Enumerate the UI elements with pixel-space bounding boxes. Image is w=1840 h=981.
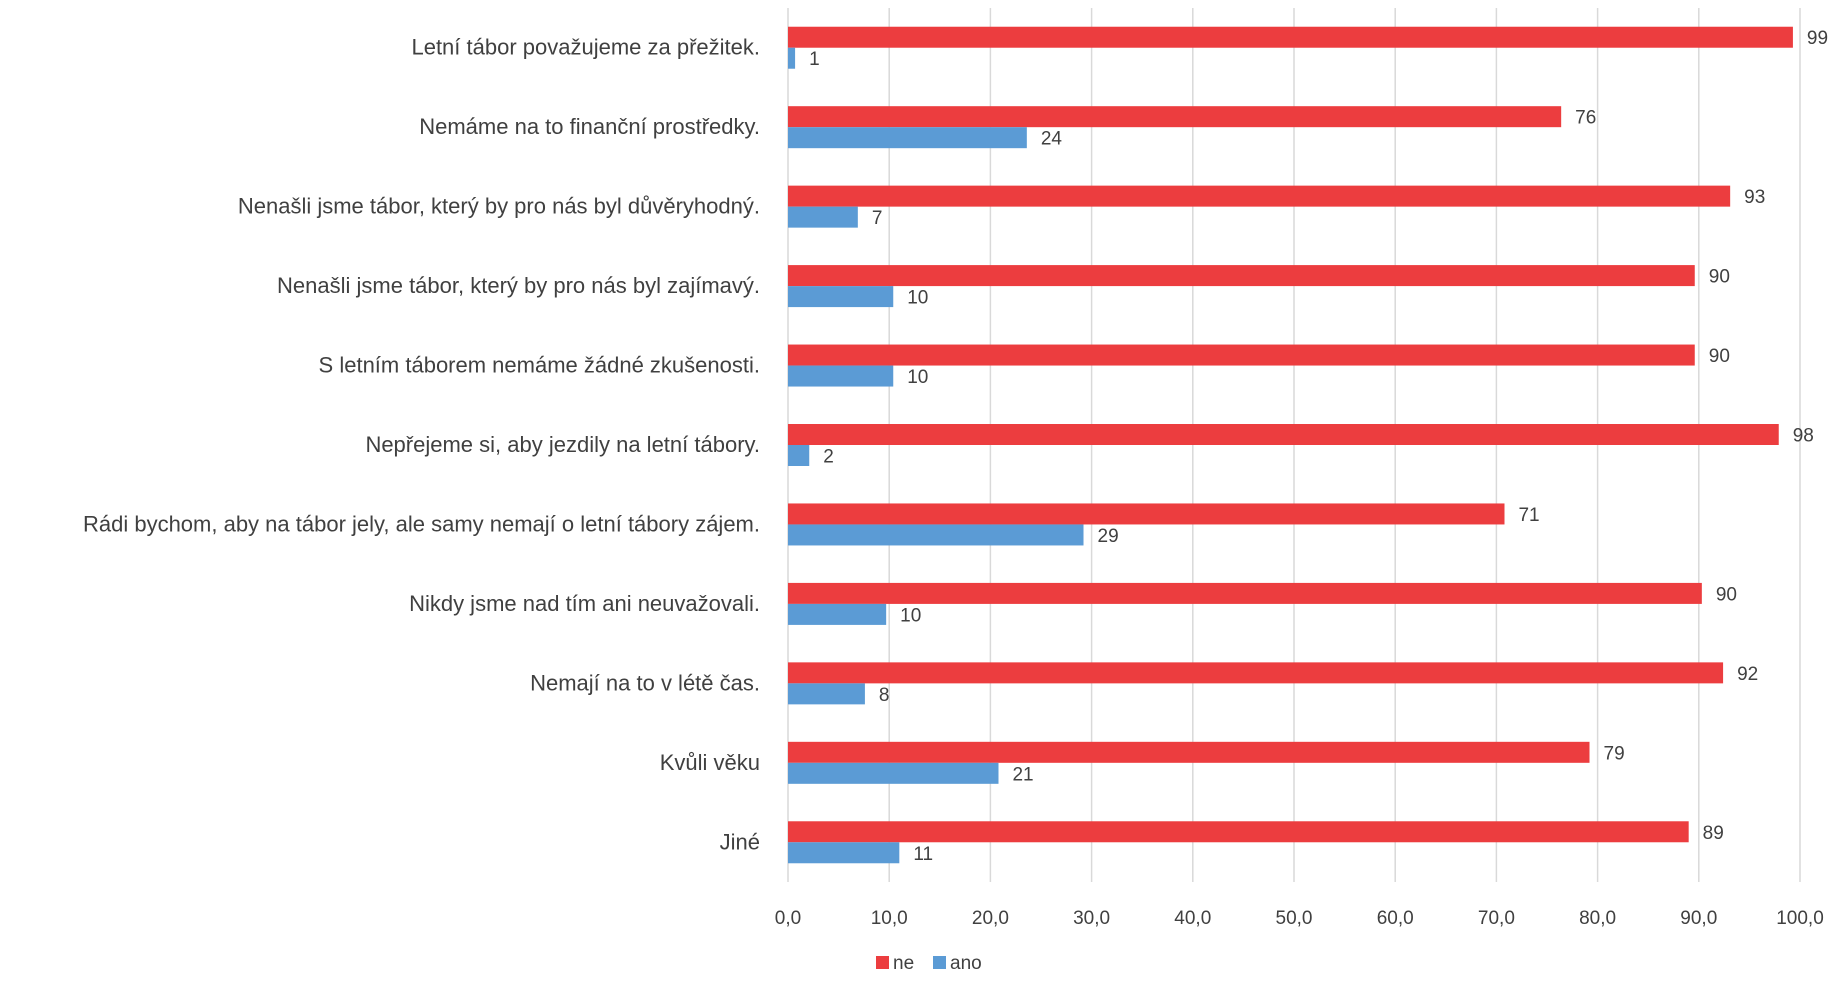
x-tick-label: 20,0 — [972, 908, 1009, 929]
data-label-ano: 2 — [823, 447, 834, 468]
bar-ano — [788, 842, 900, 864]
x-axis-tick-labels: 0,0 10,0 20,0 30,0 40,0 50,0 60,0 70,0 80,0 90,0 1… — [775, 908, 1824, 929]
bar-ano — [788, 445, 810, 466]
data-labels: 99 1 76 24 93 7 90 10 90 10 98 2 71 29 90 10 92 8 79 21 89 11 — [809, 28, 1828, 865]
bars — [788, 26, 1793, 864]
bar-ano — [788, 206, 858, 228]
data-label-ne: 99 — [1807, 28, 1828, 49]
x-tick-label: 90,0 — [1680, 908, 1717, 929]
bar-ne — [788, 265, 1695, 287]
x-tick-label: 60,0 — [1377, 908, 1414, 929]
bar-ano — [788, 762, 999, 784]
data-label-ne: 92 — [1737, 664, 1758, 685]
bar-ne — [788, 344, 1695, 366]
data-label-ano: 10 — [900, 605, 921, 626]
bar-ano — [788, 286, 894, 308]
bar-ne — [788, 424, 1779, 445]
legend-swatch-ne — [876, 956, 889, 969]
bar-ano — [788, 365, 894, 387]
category-label: Rádi bychom, aby na tábor jely, ale samy… — [83, 511, 760, 536]
x-tick-label: 100,0 — [1776, 908, 1824, 929]
x-tick-label: 50,0 — [1276, 908, 1313, 929]
bar-ano — [788, 603, 887, 625]
legend: ne ano — [876, 953, 982, 974]
data-label-ne: 90 — [1709, 267, 1730, 288]
data-label-ano: 29 — [1098, 526, 1119, 547]
bar-ne — [788, 503, 1505, 525]
x-tick-label: 10,0 — [871, 908, 908, 929]
data-label-ne: 71 — [1518, 505, 1539, 526]
bar-ne — [788, 106, 1562, 128]
bar-ne — [788, 821, 1689, 843]
data-label-ne: 89 — [1703, 823, 1724, 844]
category-label: Nenašli jsme tábor, který by pro nás byl… — [238, 194, 760, 219]
data-label-ano: 10 — [907, 367, 928, 388]
data-label-ne: 90 — [1716, 584, 1737, 605]
data-label-ano: 11 — [913, 844, 933, 865]
data-label-ne: 90 — [1709, 346, 1730, 367]
category-label: Nepřejeme si, aby jezdily na letní tábor… — [365, 432, 760, 457]
category-label: Nenašli jsme tábor, který by pro nás byl… — [277, 273, 760, 298]
bar-ano — [788, 127, 1027, 149]
category-label: S letním táborem nemáme žádné zkušenosti… — [319, 353, 760, 378]
category-labels: Letní tábor považujeme za přežitek. Nemám… — [83, 35, 760, 855]
bar-ano — [788, 47, 796, 69]
x-tick-label: 40,0 — [1174, 908, 1211, 929]
data-label-ano: 7 — [872, 208, 883, 229]
bar-ano — [788, 683, 865, 705]
bar-ne — [788, 741, 1590, 763]
data-label-ne: 98 — [1793, 426, 1814, 447]
category-label: Kvůli věku — [660, 750, 760, 775]
data-label-ne: 93 — [1744, 187, 1765, 208]
bar-ne — [788, 662, 1724, 684]
x-tick-label: 70,0 — [1478, 908, 1515, 929]
bar-ne — [788, 582, 1702, 604]
data-label-ano: 10 — [907, 288, 928, 309]
x-tick-label: 30,0 — [1073, 908, 1110, 929]
data-label-ne: 79 — [1604, 743, 1625, 764]
category-label: Nemáme na to finanční prostředky. — [419, 114, 760, 139]
data-label-ano: 21 — [1012, 764, 1033, 785]
data-label-ano: 24 — [1041, 129, 1063, 150]
category-label: Jiné — [720, 829, 760, 854]
x-tick-label: 0,0 — [775, 908, 801, 929]
bar-ne — [788, 26, 1793, 48]
legend-label-ano: ano — [950, 953, 982, 974]
data-label-ano: 1 — [809, 49, 820, 70]
category-label: Nemají na to v létě čas. — [530, 670, 760, 695]
category-label: Nikdy jsme nad tím ani neuvažovali. — [409, 591, 760, 616]
bar-ne — [788, 185, 1731, 207]
legend-label-ne: ne — [893, 953, 914, 974]
legend-swatch-ano — [933, 956, 946, 969]
bar-ano — [788, 524, 1084, 546]
data-label-ano: 8 — [879, 685, 890, 706]
data-label-ne: 76 — [1575, 108, 1596, 129]
category-label: Letní tábor považujeme za přežitek. — [411, 35, 760, 60]
x-tick-label: 80,0 — [1579, 908, 1616, 929]
